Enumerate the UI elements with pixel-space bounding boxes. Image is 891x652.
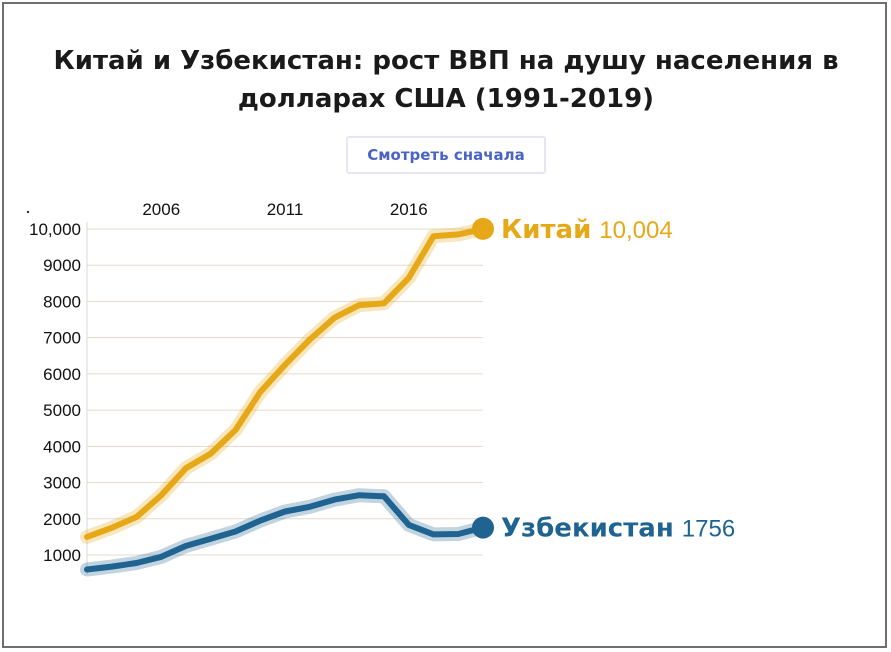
y-tick-label: 8000 [43, 292, 81, 311]
x-tick-label: 2016 [390, 200, 428, 219]
end-labels: Китай 10,004 Узбекистан 1756 [501, 215, 735, 544]
y-tick-label: 2000 [43, 510, 81, 529]
y-tick-label: 9000 [43, 256, 81, 275]
y-tick-label: 7000 [43, 329, 81, 348]
series-name: Узбекистан [501, 514, 674, 544]
series-end-label: Узбекистан 1756 [501, 514, 735, 544]
series-end-value: 1756 [682, 516, 735, 543]
y-tick-label: 3000 [43, 474, 81, 493]
y-tick-label: 6000 [43, 365, 81, 384]
series-end-value: 10,004 [599, 217, 672, 244]
series-end-point [472, 516, 494, 539]
axes: 1000 2000 3000 4000 5000 6000 7000 8000 9000 10,0… [26, 200, 428, 575]
series-halo [80, 221, 490, 544]
x-tick-label: 2011 [267, 200, 304, 219]
axis-dot [26, 210, 30, 214]
y-tick-label: 4000 [43, 437, 81, 456]
series-line [84, 492, 486, 573]
series-line [84, 225, 486, 540]
series-lines [80, 217, 494, 577]
y-tick-label: 1000 [43, 546, 81, 565]
gridlines [87, 228, 483, 556]
series-end-point [472, 217, 494, 240]
y-tick-label: 10,000 [29, 220, 81, 239]
y-tick-label: 5000 [43, 401, 81, 420]
series-name: Китай [501, 215, 591, 245]
chart-title: Китай и Узбекистан: рост ВВП на душу нас… [53, 46, 839, 114]
replay-button[interactable]: Смотреть сначала [346, 136, 546, 174]
series-end-label: Китай 10,004 [501, 215, 673, 245]
x-tick-label: 2006 [142, 200, 180, 219]
